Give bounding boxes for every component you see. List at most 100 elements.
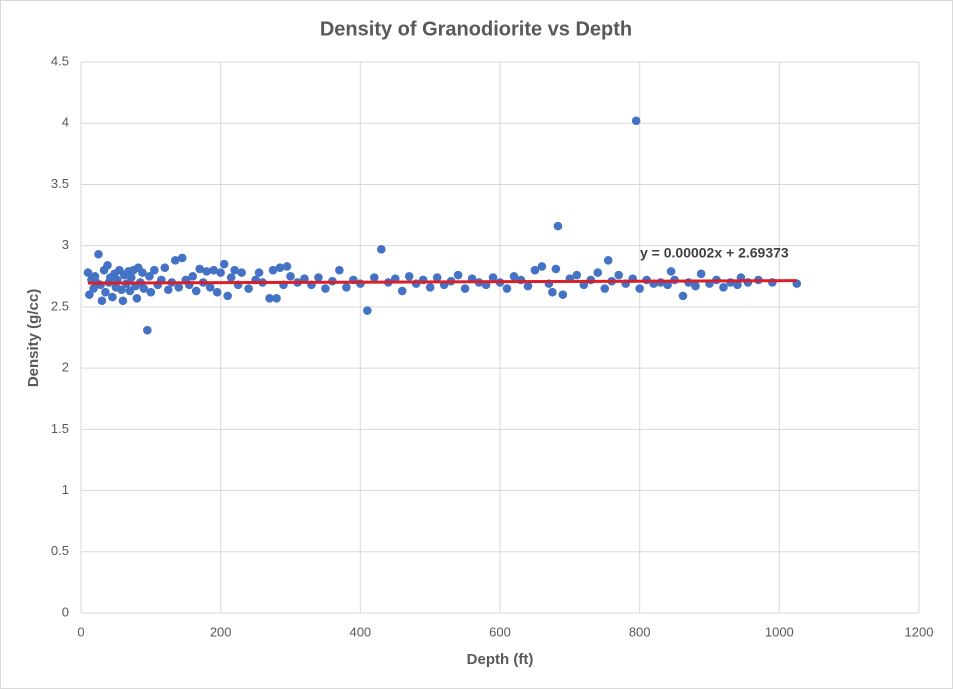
point bbox=[97, 296, 107, 306]
point bbox=[509, 271, 519, 281]
point bbox=[321, 284, 330, 293]
trendline-equation: y = 0.00002x + 2.69373 bbox=[640, 245, 789, 261]
x-tick-label: 1200 bbox=[905, 624, 934, 639]
point bbox=[212, 287, 222, 297]
point bbox=[453, 270, 463, 280]
point bbox=[139, 284, 149, 293]
point bbox=[219, 259, 229, 269]
point bbox=[719, 282, 728, 292]
point bbox=[666, 267, 676, 276]
point bbox=[265, 294, 274, 303]
point bbox=[314, 273, 323, 282]
point bbox=[631, 116, 641, 126]
y-tick-label: 1 bbox=[62, 482, 69, 497]
point bbox=[268, 265, 278, 275]
point bbox=[103, 260, 112, 270]
point bbox=[282, 262, 292, 271]
trendline bbox=[87, 279, 797, 285]
y-tick-label: 3.5 bbox=[51, 176, 69, 191]
point bbox=[126, 273, 136, 282]
point bbox=[170, 256, 180, 265]
point bbox=[146, 287, 156, 297]
point bbox=[342, 282, 351, 292]
point bbox=[132, 294, 142, 303]
point bbox=[275, 263, 285, 273]
point bbox=[551, 264, 561, 274]
point bbox=[150, 265, 159, 275]
point bbox=[209, 265, 218, 275]
point bbox=[230, 265, 239, 275]
x-tick-label: 800 bbox=[629, 624, 651, 639]
x-tick-label: 0 bbox=[77, 624, 84, 639]
y-tick-label: 3 bbox=[62, 237, 69, 252]
point bbox=[237, 268, 246, 277]
y-tick-label: 1.5 bbox=[51, 421, 69, 436]
point bbox=[244, 284, 253, 293]
point bbox=[663, 280, 672, 290]
point bbox=[397, 286, 407, 296]
point bbox=[160, 263, 170, 273]
point bbox=[425, 282, 435, 292]
point bbox=[143, 325, 152, 335]
point bbox=[635, 284, 644, 293]
point bbox=[226, 273, 236, 282]
point bbox=[370, 273, 379, 282]
point bbox=[523, 281, 533, 291]
point bbox=[202, 267, 211, 276]
point bbox=[678, 291, 688, 301]
point bbox=[691, 281, 700, 291]
y-tick-label: 2 bbox=[62, 360, 69, 375]
point bbox=[548, 287, 557, 297]
y-tick-label: 0 bbox=[62, 604, 69, 619]
point bbox=[254, 268, 264, 277]
point bbox=[108, 292, 117, 302]
point bbox=[558, 290, 568, 299]
point bbox=[177, 253, 187, 263]
point bbox=[488, 273, 498, 282]
point bbox=[138, 268, 147, 277]
point bbox=[195, 264, 205, 274]
point bbox=[614, 270, 624, 280]
point bbox=[460, 284, 470, 293]
point bbox=[733, 280, 742, 290]
point bbox=[145, 271, 154, 281]
point bbox=[94, 249, 103, 259]
point bbox=[191, 286, 201, 296]
x-axis-title: Depth (ft) bbox=[467, 651, 534, 668]
y-tick-label: 4 bbox=[62, 115, 69, 130]
point bbox=[188, 271, 198, 281]
y-axis-title: Density (g/cc) bbox=[25, 289, 42, 387]
x-tick-label: 1000 bbox=[765, 624, 794, 639]
point bbox=[502, 284, 512, 293]
point bbox=[117, 285, 126, 295]
x-tick-label: 600 bbox=[489, 624, 511, 639]
point bbox=[537, 262, 547, 271]
point bbox=[603, 256, 613, 265]
point bbox=[432, 273, 442, 282]
point bbox=[553, 221, 563, 231]
point bbox=[101, 287, 110, 297]
point bbox=[216, 268, 225, 277]
point bbox=[696, 269, 706, 279]
point bbox=[272, 294, 281, 303]
point bbox=[363, 306, 372, 315]
point bbox=[286, 271, 295, 281]
point bbox=[530, 265, 540, 275]
point bbox=[376, 245, 386, 254]
point bbox=[205, 282, 215, 292]
point bbox=[163, 285, 173, 295]
point bbox=[83, 268, 93, 277]
point bbox=[600, 284, 610, 293]
chart-title: Density of Granodiorite vs Depth bbox=[320, 18, 632, 40]
y-tick-label: 2.5 bbox=[51, 298, 69, 313]
point bbox=[118, 296, 128, 306]
point bbox=[223, 291, 232, 301]
point bbox=[335, 265, 344, 275]
point bbox=[572, 270, 582, 280]
point bbox=[85, 290, 94, 299]
point bbox=[125, 286, 135, 296]
x-tick-label: 200 bbox=[210, 624, 232, 639]
point bbox=[593, 268, 603, 277]
